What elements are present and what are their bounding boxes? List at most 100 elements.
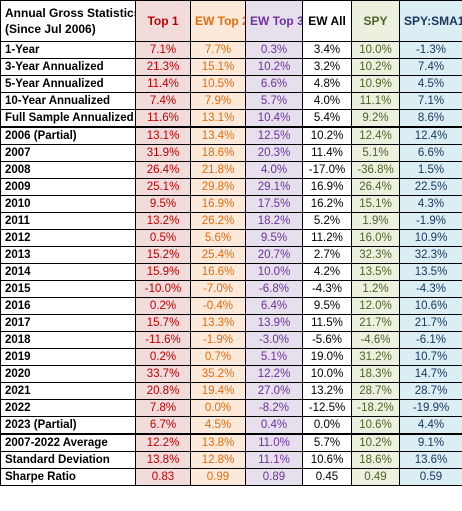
cell-value: 33.7% (135, 365, 191, 383)
cell-value: 8.6% (399, 109, 462, 128)
cell-value: -36.8% (351, 161, 400, 179)
cell-value: 12.5% (245, 126, 303, 145)
cell-value: 7.8% (135, 399, 191, 417)
cell-value: 3.2% (302, 58, 352, 76)
table-row: Sharpe Ratio 0.83 0.99 0.89 0.45 0.49 0.59 (0, 468, 462, 486)
cell-value: 0.83 (135, 468, 191, 486)
cell-value: 0.5% (135, 229, 191, 247)
cell-value: 1.5% (399, 161, 462, 179)
table-row: 2020 33.7% 35.2% 12.2% 10.0% 18.3% 14.7% (0, 365, 462, 383)
cell-value: 28.7% (351, 382, 400, 400)
cell-value: -1.9% (399, 212, 462, 230)
table-row: 2008 26.4% 21.8% 4.0% -17.0% -36.8% 1.5% (0, 161, 462, 179)
cell-value: 4.5% (190, 416, 246, 435)
cell-value: 10.0% (245, 263, 303, 281)
cell-value: 5.6% (190, 229, 246, 247)
cell-value: 10.7% (399, 348, 462, 366)
cell-value: -12.5% (302, 399, 352, 417)
table-row: Full Sample Annualized 11.6% 13.1% 10.4% 5.4… (0, 109, 462, 128)
cell-value: 26.4% (351, 178, 400, 196)
cell-value: 21.7% (399, 314, 462, 332)
row-label: 2016 (0, 297, 136, 315)
title-line-1: Annual Gross Statistics (5, 6, 136, 20)
cell-value: 4.4% (399, 416, 462, 435)
cell-value: -6.1% (399, 331, 462, 349)
cell-value: 16.6% (190, 263, 246, 281)
cell-value: 27.0% (245, 382, 303, 400)
cell-value: 7.4% (135, 92, 191, 110)
cell-value: 7.1% (135, 41, 191, 59)
cell-value: -4.6% (351, 331, 400, 349)
cell-value: 21.3% (135, 58, 191, 76)
cell-value: 0.7% (190, 348, 246, 366)
cell-value: 15.9% (135, 263, 191, 281)
column-header-spy-sma10: SPY:SMA10 (399, 0, 462, 42)
cell-value: 4.5% (399, 75, 462, 93)
row-label: Standard Deviation (0, 451, 136, 469)
cell-value: 16.9% (190, 195, 246, 213)
cell-value: 9.5% (135, 195, 191, 213)
row-label: 2011 (0, 212, 136, 230)
cell-value: 10.2% (351, 58, 400, 76)
header-row: Annual Gross Statistics (Since Jul 2006)… (0, 0, 462, 42)
cell-value: -1.3% (399, 41, 462, 59)
cell-value: 11.4% (302, 144, 352, 162)
cell-value: 29.8% (190, 178, 246, 196)
table-row: 2010 9.5% 16.9% 17.5% 16.2% 15.1% 4.3% (0, 195, 462, 213)
cell-value: 15.1% (190, 58, 246, 76)
cell-value: 12.8% (190, 451, 246, 469)
cell-value: 14.7% (399, 365, 462, 383)
cell-value: 12.0% (351, 297, 400, 315)
row-label: 2006 (Partial) (0, 126, 136, 145)
cell-value: 6.4% (245, 297, 303, 315)
column-header-ew-top2: EW Top 2 (190, 0, 246, 42)
cell-value: 1.2% (351, 280, 400, 298)
cell-value: 29.1% (245, 178, 303, 196)
cell-value: 20.8% (135, 382, 191, 400)
annual-gross-statistics-table: Annual Gross Statistics (Since Jul 2006)… (0, 0, 462, 486)
table-row: 2019 0.2% 0.7% 5.1% 19.0% 31.2% 10.7% (0, 348, 462, 366)
table-title: Annual Gross Statistics (Since Jul 2006) (0, 0, 136, 42)
cell-value: 10.4% (245, 109, 303, 128)
cell-value: 1.9% (351, 212, 400, 230)
cell-value: 13.9% (245, 314, 303, 332)
cell-value: 10.9% (399, 229, 462, 247)
cell-value: 22.5% (399, 178, 462, 196)
cell-value: 13.6% (399, 451, 462, 469)
cell-value: 5.2% (302, 212, 352, 230)
row-label: 2010 (0, 195, 136, 213)
cell-value: 21.8% (190, 161, 246, 179)
cell-value: 6.6% (399, 144, 462, 162)
cell-value: 0.89 (245, 468, 303, 486)
cell-value: 11.6% (135, 109, 191, 128)
cell-value: 7.1% (399, 92, 462, 110)
cell-value: 11.1% (245, 451, 303, 469)
cell-value: 25.1% (135, 178, 191, 196)
cell-value: 11.4% (135, 75, 191, 93)
cell-value: 10.0% (302, 365, 352, 383)
cell-value: 18.3% (351, 365, 400, 383)
cell-value: 19.0% (302, 348, 352, 366)
table-row: 2007-2022 Average 12.2% 13.8% 11.0% 5.7% 10.2… (0, 433, 462, 452)
row-label: Sharpe Ratio (0, 468, 136, 486)
cell-value: 35.2% (190, 365, 246, 383)
cell-value: 13.3% (190, 314, 246, 332)
table-row: 5-Year Annualized 11.4% 10.5% 6.6% 4.8% 10.9%… (0, 75, 462, 93)
cell-value: 2.7% (302, 246, 352, 264)
column-header-spy: SPY (351, 0, 400, 42)
cell-value: -3.0% (245, 331, 303, 349)
cell-value: -4.3% (302, 280, 352, 298)
cell-value: 16.0% (351, 229, 400, 247)
table-row: 2014 15.9% 16.6% 10.0% 4.2% 13.5% 13.5% (0, 263, 462, 281)
cell-value: 6.6% (245, 75, 303, 93)
cell-value: 13.4% (190, 126, 246, 145)
cell-value: -11.6% (135, 331, 191, 349)
cell-value: 13.8% (190, 433, 246, 452)
cell-value: -17.0% (302, 161, 352, 179)
cell-value: 7.7% (190, 41, 246, 59)
cell-value: 13.2% (135, 212, 191, 230)
column-header-top1: Top 1 (135, 0, 191, 42)
cell-value: 10.2% (351, 433, 400, 452)
cell-value: 11.5% (302, 314, 352, 332)
cell-value: 0.0% (302, 416, 352, 435)
